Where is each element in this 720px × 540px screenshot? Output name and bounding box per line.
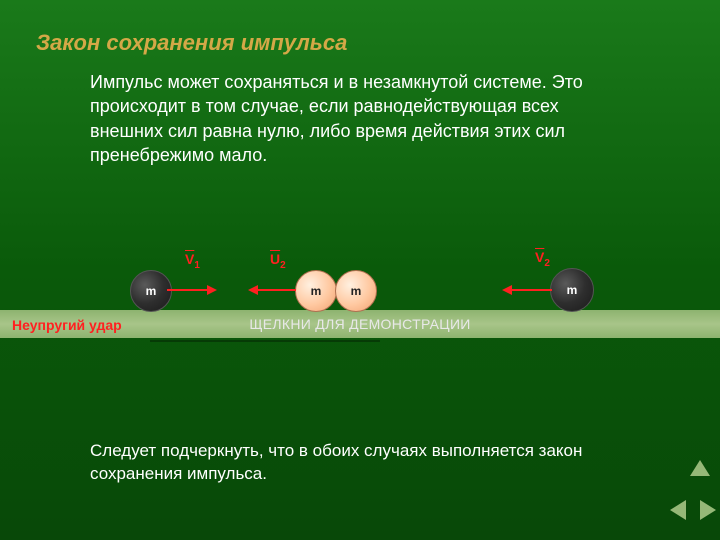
nav-prev-button[interactable] (670, 500, 686, 520)
ball-c1: m (295, 270, 337, 312)
slide: Закон сохранения импульса Импульс может … (0, 0, 720, 540)
vector-label-v2: V2 (535, 249, 550, 269)
ball-b1: m (130, 270, 172, 312)
demo-strip-label: ЩЕЛКНИ ДЛЯ ДЕМОНСТРАЦИИ (249, 316, 470, 332)
inelastic-label: Неупругий удар (12, 317, 122, 333)
nav-up-button[interactable] (690, 460, 710, 476)
slide-title: Закон сохранения импульса (36, 30, 347, 56)
ball-b2: m (550, 268, 594, 312)
nav-next-button[interactable] (700, 500, 716, 520)
ground-shadow (150, 340, 380, 342)
vector-label-u: U2 (270, 251, 286, 271)
ball-c2: m (335, 270, 377, 312)
vector-label-v1: V1 (185, 251, 200, 271)
paragraph-2: Следует подчеркнуть, что в обоих случаях… (90, 440, 610, 486)
paragraph-1: Импульс может сохраняться и в незамкнуто… (90, 70, 630, 167)
